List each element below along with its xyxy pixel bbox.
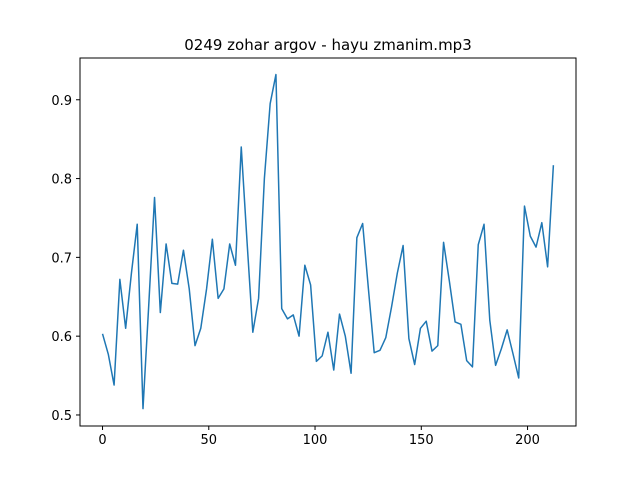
y-tick-label: 0.8 — [51, 173, 72, 188]
axes-frame — [79, 57, 577, 427]
x-tick-label: 200 — [515, 433, 540, 448]
x-tick-label: 150 — [409, 433, 434, 448]
chart-title: 0249 zohar argov - hayu zmanim.mp3 — [184, 36, 472, 54]
x-tick-label: 100 — [303, 433, 328, 448]
x-tick-label: 0 — [98, 433, 106, 448]
y-tick-label: 0.6 — [51, 330, 72, 345]
y-tick-label: 0.7 — [51, 251, 72, 266]
x-tick-label: 50 — [201, 433, 218, 448]
line-series — [101, 73, 555, 410]
y-tick-label: 0.5 — [51, 409, 72, 424]
y-tick-label: 0.9 — [51, 94, 72, 109]
